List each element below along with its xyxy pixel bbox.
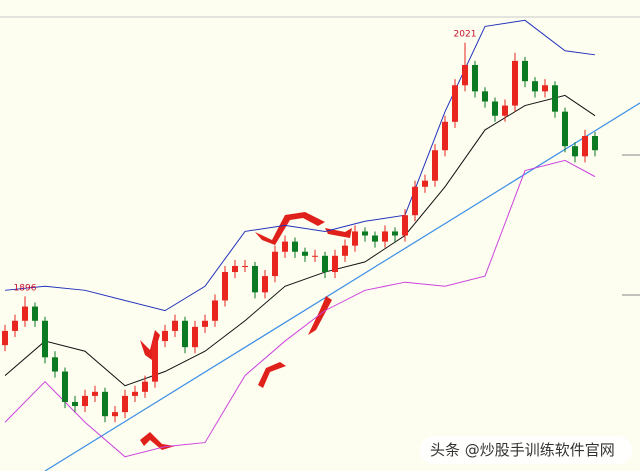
candle-body xyxy=(482,91,488,102)
trend-line xyxy=(44,102,640,471)
candle-body xyxy=(212,300,218,321)
arrow xyxy=(325,228,352,238)
candle-body xyxy=(52,357,58,372)
candle-body xyxy=(112,412,118,417)
candle-body xyxy=(242,265,248,267)
candle-body xyxy=(522,60,528,82)
candle-body xyxy=(352,231,358,246)
candle-body xyxy=(262,276,268,293)
candle-body xyxy=(142,381,148,392)
candle-body xyxy=(272,251,278,277)
arrow xyxy=(140,432,175,450)
candle-body xyxy=(402,215,408,236)
candle-body xyxy=(192,326,198,348)
watermark: 头条 @炒股手训练软件官网 xyxy=(430,441,615,459)
candle-body xyxy=(362,231,368,236)
candle-body xyxy=(202,320,208,327)
arrow xyxy=(258,362,286,388)
candle-body xyxy=(342,245,348,256)
candle-body xyxy=(492,101,498,116)
candle-body xyxy=(252,265,258,293)
candle-body xyxy=(172,320,178,331)
indicator-line xyxy=(4,19,596,312)
candle-body xyxy=(72,401,78,407)
candle-body xyxy=(162,330,168,342)
candle-body xyxy=(462,64,468,86)
candle-body xyxy=(422,180,428,187)
candle-body xyxy=(22,306,28,321)
candle-body xyxy=(432,150,438,181)
candle-body xyxy=(12,320,18,331)
candle-body xyxy=(472,64,478,92)
candle-body xyxy=(2,330,8,346)
candle-body xyxy=(182,320,188,348)
candle-body xyxy=(502,105,508,116)
arrow xyxy=(308,296,332,335)
indicator-line xyxy=(4,159,596,458)
candle-body xyxy=(32,306,38,321)
candle-body xyxy=(222,272,228,301)
annotation: 1896 xyxy=(14,283,37,293)
candle-body xyxy=(92,391,98,396)
candle-body xyxy=(282,241,288,252)
candle-body xyxy=(42,320,48,358)
candle-body xyxy=(232,265,238,273)
candle-body xyxy=(512,60,518,106)
arrow xyxy=(255,212,325,245)
candle-body xyxy=(372,235,378,242)
annotation: 2021 xyxy=(454,30,477,40)
candle-body xyxy=(382,231,388,242)
candle-body xyxy=(572,146,578,157)
candle-body xyxy=(292,241,298,252)
candle-body xyxy=(122,395,128,413)
candle-body xyxy=(452,85,458,122)
candle-body xyxy=(562,111,568,147)
candle-body xyxy=(532,81,538,92)
candle-body xyxy=(332,255,338,273)
candle-body xyxy=(582,136,588,157)
candle-body xyxy=(322,255,328,273)
candle-body xyxy=(542,85,548,92)
candle-body xyxy=(412,186,418,216)
candle-body xyxy=(302,251,308,256)
candle-body xyxy=(62,371,68,402)
candle-body xyxy=(102,391,108,417)
plot: 1896 2021 xyxy=(2,19,598,458)
candle-body xyxy=(552,85,558,112)
candle-body xyxy=(152,341,158,382)
candle-body xyxy=(592,136,598,151)
candle-body xyxy=(132,391,138,396)
candle-body xyxy=(312,255,318,257)
candle-body xyxy=(442,121,448,151)
watermark-bg xyxy=(420,436,632,464)
candle-body xyxy=(392,231,398,236)
candle-body xyxy=(82,395,88,407)
